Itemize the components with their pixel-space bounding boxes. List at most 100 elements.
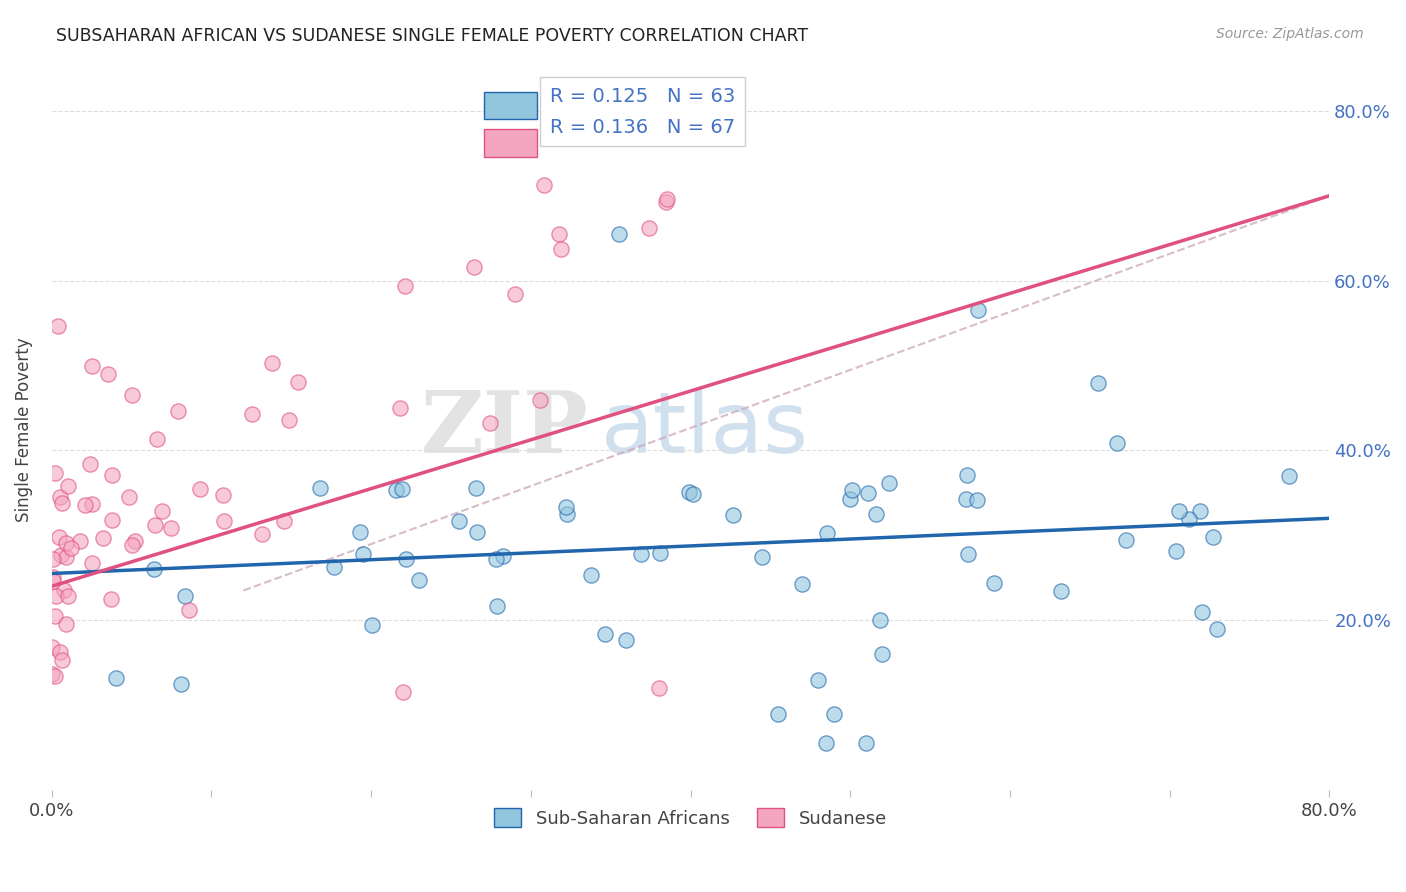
Point — [48, 530, 70, 544]
Point — [870, 647, 893, 661]
Point — [59, 541, 82, 556]
Point — [648, 546, 671, 560]
Point — [630, 547, 652, 561]
Point — [361, 617, 384, 632]
Point — [503, 287, 526, 301]
Point — [682, 487, 704, 501]
Point — [581, 567, 603, 582]
Point — [865, 507, 887, 521]
Point — [555, 500, 578, 515]
Point — [124, 533, 146, 548]
Point — [550, 242, 572, 256]
Point — [173, 590, 195, 604]
Point — [529, 392, 551, 407]
Point — [41, 569, 63, 583]
Point — [1115, 533, 1137, 548]
Point — [45, 589, 67, 603]
Point — [838, 492, 860, 507]
Point — [1178, 511, 1201, 525]
Point — [262, 356, 284, 370]
Point — [955, 492, 977, 507]
Point — [44, 609, 66, 624]
Point — [815, 526, 838, 541]
Point — [478, 416, 501, 430]
Point — [69, 534, 91, 549]
Point — [51, 496, 73, 510]
Point — [388, 401, 411, 415]
Point — [1191, 605, 1213, 619]
Point — [967, 303, 990, 318]
Point — [323, 560, 346, 574]
Point — [100, 591, 122, 606]
Point — [877, 475, 900, 490]
Point — [121, 388, 143, 402]
Point — [212, 487, 235, 501]
Point — [55, 617, 77, 632]
Point — [392, 685, 415, 699]
Point — [101, 513, 124, 527]
Point — [956, 547, 979, 561]
Point — [647, 681, 669, 695]
Point — [616, 632, 638, 647]
Point — [97, 367, 120, 381]
Point — [79, 457, 101, 471]
Point — [464, 481, 486, 495]
Point — [1164, 543, 1187, 558]
Point — [160, 521, 183, 535]
Point — [121, 538, 143, 552]
Text: R = 0.125   N = 63
R = 0.136   N = 67: R = 0.125 N = 63 R = 0.136 N = 67 — [550, 87, 735, 136]
Point — [273, 514, 295, 528]
Point — [955, 468, 977, 483]
Point — [983, 576, 1005, 591]
Point — [352, 547, 374, 561]
Point — [395, 552, 418, 566]
Point — [823, 706, 845, 721]
Point — [308, 481, 330, 495]
Point — [533, 178, 555, 193]
Point — [58, 479, 80, 493]
Point — [657, 192, 679, 206]
Point — [188, 483, 211, 497]
Point — [179, 603, 201, 617]
Text: SUBSAHARAN AFRICAN VS SUDANESE SINGLE FEMALE POVERTY CORRELATION CHART: SUBSAHARAN AFRICAN VS SUDANESE SINGLE FE… — [56, 27, 808, 45]
Point — [73, 499, 96, 513]
Point — [792, 577, 814, 591]
Y-axis label: Single Female Poverty: Single Female Poverty — [15, 337, 32, 522]
Point — [105, 671, 128, 685]
Point — [349, 524, 371, 539]
Point — [723, 508, 745, 522]
Point — [855, 736, 877, 750]
Point — [145, 518, 167, 533]
Point — [751, 550, 773, 565]
Point — [391, 483, 413, 497]
Point — [82, 497, 104, 511]
Point — [42, 551, 65, 566]
Point — [1105, 435, 1128, 450]
Point — [638, 221, 661, 235]
Point — [678, 485, 700, 500]
Point — [55, 536, 77, 550]
Point — [1278, 469, 1301, 483]
Point — [1087, 376, 1109, 390]
Point — [41, 666, 63, 681]
Point — [41, 640, 63, 655]
Point — [593, 627, 616, 641]
Point — [150, 504, 173, 518]
Point — [486, 599, 509, 613]
Point — [394, 278, 416, 293]
Point — [547, 227, 569, 241]
Point — [815, 736, 838, 750]
Point — [485, 552, 508, 566]
Point — [46, 318, 69, 333]
Point — [58, 589, 80, 603]
Point — [1202, 530, 1225, 544]
Point — [80, 359, 103, 373]
Point — [869, 613, 891, 627]
Point — [143, 562, 166, 576]
Point — [966, 493, 988, 508]
Point — [492, 549, 515, 564]
Point — [118, 490, 141, 504]
Point — [408, 573, 430, 587]
Point — [856, 485, 879, 500]
Point — [52, 583, 75, 598]
